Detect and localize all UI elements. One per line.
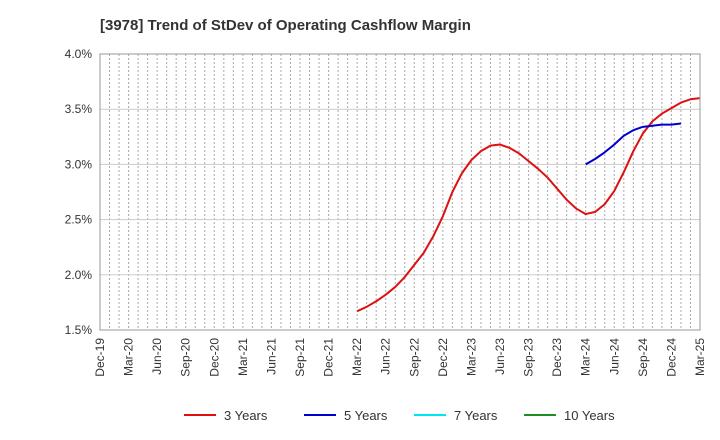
- x-tick-label: Jun-20: [150, 338, 164, 375]
- x-tick-label: Dec-23: [550, 338, 564, 377]
- y-tick-label: 2.0%: [65, 268, 93, 282]
- x-tick-label: Dec-21: [322, 338, 336, 377]
- y-tick-label: 2.5%: [65, 213, 93, 227]
- legend-label-5-years: 5 Years: [344, 408, 388, 423]
- legend-label-7-years: 7 Years: [454, 408, 498, 423]
- x-tick-label: Mar-21: [236, 338, 250, 376]
- x-tick-label: Sep-24: [636, 338, 650, 377]
- y-tick-label: 1.5%: [65, 323, 93, 337]
- chart-title: [3978] Trend of StDev of Operating Cashf…: [100, 17, 471, 34]
- x-tick-label: Dec-19: [93, 338, 107, 377]
- x-tick-label: Sep-21: [293, 338, 307, 377]
- x-tick-label: Mar-24: [579, 338, 593, 376]
- legend-label-3-years: 3 Years: [224, 408, 268, 423]
- series-line-5-years: [585, 122, 682, 166]
- series-lines: [356, 97, 701, 313]
- x-tick-label: Dec-24: [664, 338, 678, 377]
- x-tick-label: Mar-23: [464, 338, 478, 376]
- x-tick-label: Sep-22: [407, 338, 421, 377]
- y-tick-label: 3.5%: [65, 102, 93, 116]
- x-tick-label: Mar-25: [693, 338, 707, 376]
- x-tick-label: Jun-23: [493, 338, 507, 375]
- x-tick-label: Dec-20: [207, 338, 221, 377]
- x-tick-label: Jun-21: [264, 338, 278, 375]
- x-tick-label: Mar-22: [350, 338, 364, 376]
- x-tick-label: Jun-24: [607, 338, 621, 375]
- x-tick-label: Jun-22: [379, 338, 393, 375]
- legend: 3 Years 5 Years 7 Years 10 Years: [184, 408, 615, 423]
- x-axis-ticks: Dec-19 Mar-20 Jun-20 Sep-20 Dec-20 Mar-21 Jun-…: [93, 338, 707, 377]
- x-tick-label: Dec-22: [436, 338, 450, 377]
- y-tick-label: 4.0%: [65, 47, 93, 61]
- x-tick-label: Mar-20: [122, 338, 136, 376]
- legend-label-10-years: 10 Years: [564, 408, 615, 423]
- x-tick-label: Sep-20: [179, 338, 193, 377]
- grid: [100, 53, 700, 331]
- y-tick-label: 3.0%: [65, 157, 93, 171]
- y-axis-ticks: 1.5% 2.0% 2.5% 3.0% 3.5% 4.0%: [65, 47, 93, 337]
- plot-frame: [99, 53, 701, 331]
- x-tick-label: Sep-23: [522, 338, 536, 377]
- series-line-3-years: [356, 97, 701, 313]
